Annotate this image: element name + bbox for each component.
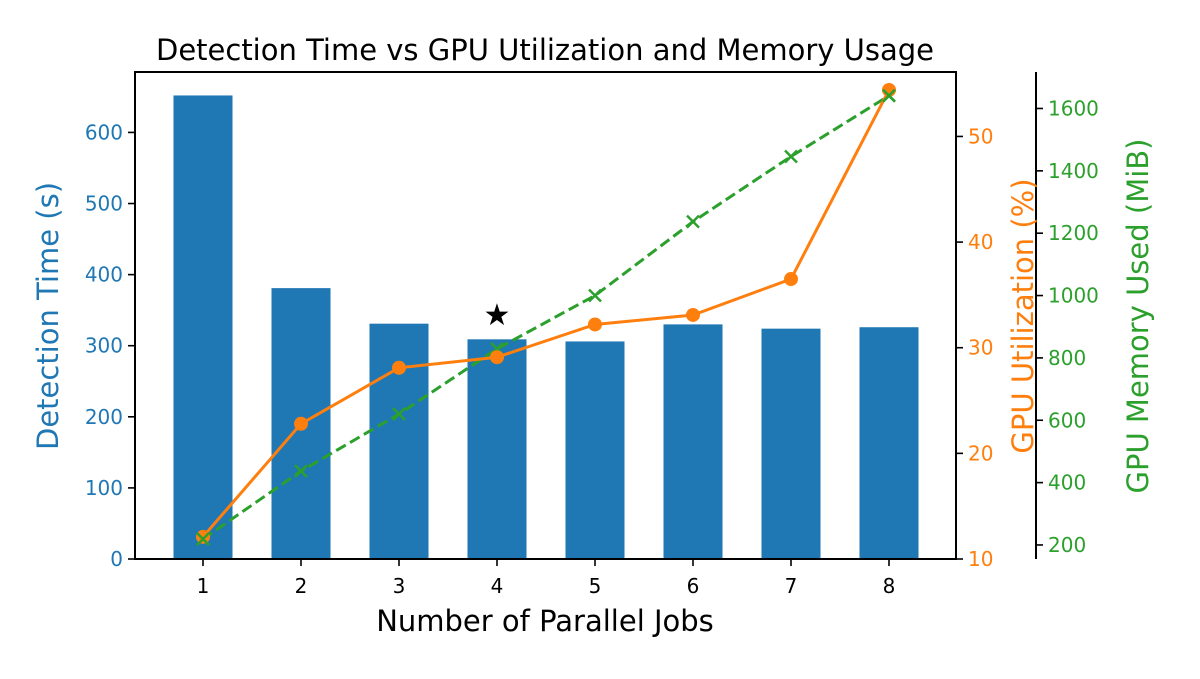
svg-text:600: 600 — [85, 120, 123, 144]
svg-text:5: 5 — [589, 574, 602, 598]
svg-text:300: 300 — [85, 334, 123, 358]
x-marker-icon — [686, 214, 700, 229]
bar — [467, 339, 527, 559]
right-axis-label-utilization: GPU Utilization (%) — [1006, 178, 1040, 453]
left-axis-label: Detection Time (s) — [31, 182, 65, 450]
left-y-axis: 0 100 200 300 400 500 600 — [85, 120, 135, 571]
svg-text:1200: 1200 — [1048, 221, 1099, 245]
x-marker-icon — [392, 407, 406, 421]
svg-text:4: 4 — [491, 574, 504, 598]
right-y-axis-utilization: 10 20 30 40 50 — [956, 124, 993, 571]
bar — [761, 328, 821, 559]
chart-title: Detection Time vs GPU Utilization and Me… — [156, 33, 934, 67]
svg-text:100: 100 — [85, 476, 123, 500]
right-axis-label-memory: GPU Memory Used (MiB) — [1121, 139, 1155, 494]
svg-text:6: 6 — [687, 574, 700, 598]
x-marker-icon — [588, 288, 602, 303]
bar — [663, 324, 723, 559]
svg-text:1400: 1400 — [1048, 159, 1099, 183]
circle-marker-icon — [196, 529, 210, 544]
svg-text:800: 800 — [1048, 346, 1086, 370]
svg-text:400: 400 — [85, 263, 123, 287]
x-marker-icon — [294, 464, 308, 478]
svg-text:8: 8 — [883, 574, 896, 598]
bar — [565, 341, 625, 559]
svg-text:30: 30 — [968, 336, 993, 360]
bars-series — [173, 95, 919, 560]
svg-text:3: 3 — [393, 574, 406, 598]
svg-text:★: ★ — [484, 298, 511, 333]
circle-marker-icon — [294, 416, 308, 431]
circle-marker-icon — [588, 317, 602, 332]
svg-text:200: 200 — [1048, 533, 1086, 557]
right-y-axis-memory: 200 400 600 800 1000 1200 1400 1600 — [1035, 72, 1099, 559]
svg-text:10: 10 — [968, 547, 993, 571]
circle-marker-icon — [392, 360, 406, 375]
circle-marker-icon — [784, 272, 798, 287]
utilization-line-series — [196, 82, 896, 546]
svg-text:600: 600 — [1048, 408, 1086, 432]
svg-text:0: 0 — [110, 547, 123, 571]
svg-text:1: 1 — [197, 574, 210, 598]
svg-text:7: 7 — [785, 574, 798, 598]
svg-text:2: 2 — [295, 574, 308, 598]
svg-text:50: 50 — [968, 124, 993, 148]
svg-text:20: 20 — [968, 441, 993, 465]
x-axis-label: Number of Parallel Jobs — [376, 604, 714, 638]
svg-text:1600: 1600 — [1048, 96, 1099, 120]
circle-marker-icon — [686, 307, 700, 322]
x-axis: 1 2 3 4 5 6 7 8 — [197, 559, 896, 598]
svg-text:200: 200 — [85, 405, 123, 429]
svg-text:500: 500 — [85, 192, 123, 216]
x-marker-icon — [784, 149, 798, 164]
bar — [173, 95, 233, 560]
circle-marker-icon — [490, 350, 504, 365]
bar — [859, 327, 919, 559]
svg-text:1000: 1000 — [1048, 284, 1099, 308]
svg-text:40: 40 — [968, 230, 993, 254]
star-annotation-icon: ★ — [484, 298, 511, 333]
svg-text:400: 400 — [1048, 471, 1086, 495]
plot-frame — [134, 71, 957, 560]
bar — [369, 323, 429, 559]
